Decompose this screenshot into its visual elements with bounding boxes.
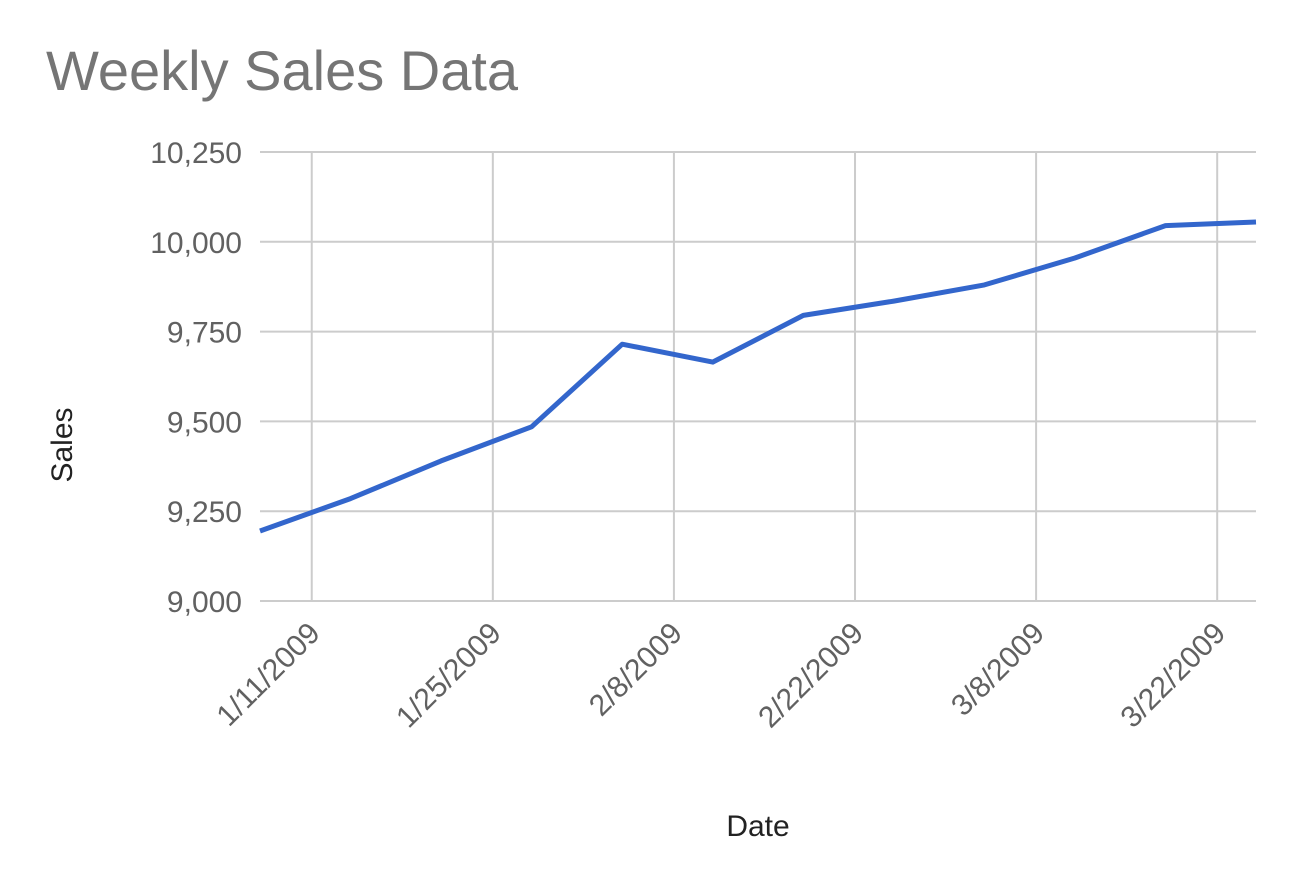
x-tick-label: 1/11/2009 (211, 617, 327, 733)
x-tick-label: 1/25/2009 (390, 617, 508, 735)
x-tick-label: 3/8/2009 (945, 617, 1051, 723)
x-tick-label: 3/22/2009 (1114, 617, 1232, 735)
x-axis-label: Date (726, 810, 789, 843)
series-layer (259, 219, 1257, 534)
y-tick-label: 9,000 (167, 586, 242, 619)
chart-title: Weekly Sales Data (46, 39, 519, 102)
gridlines (260, 151, 1256, 602)
y-tick-label: 10,000 (150, 227, 242, 260)
y-tick-label: 10,250 (150, 137, 242, 170)
x-axis-ticks: 1/11/2009 1/25/2009 2/8/2009 2/22/2009 3/8/2… (211, 617, 1233, 735)
y-tick-label: 9,500 (167, 406, 242, 439)
x-tick-label: 2/22/2009 (752, 617, 870, 735)
y-tick-label: 9,750 (167, 317, 242, 350)
y-axis-ticks: 9,000 9,250 9,500 9,750 10,000 10,250 (150, 137, 242, 619)
x-tick-label: 2/8/2009 (583, 617, 689, 723)
y-tick-label: 9,250 (167, 496, 242, 529)
y-axis-label: Sales (46, 407, 79, 482)
series-line (259, 219, 1257, 534)
